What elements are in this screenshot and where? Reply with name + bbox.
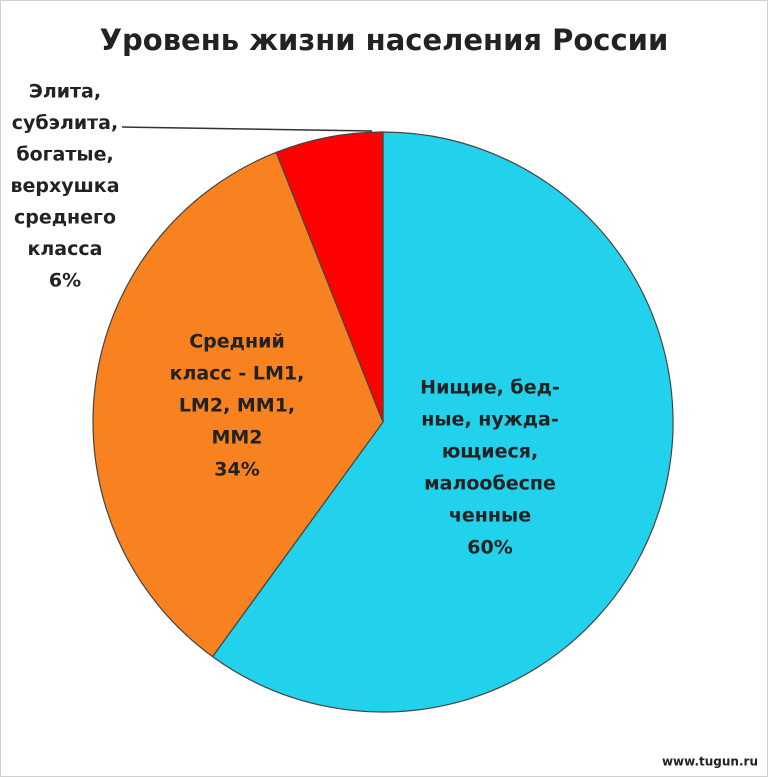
slice-label: Средний (189, 331, 285, 353)
chart-title: Уровень жизни населения России (100, 23, 669, 57)
slice-label: класс - LM1, (170, 363, 305, 385)
value-label: 60% (467, 537, 512, 559)
slice-label: Нищие, бед- (420, 377, 560, 399)
slice-label: Элита, (29, 81, 101, 103)
slice-label: ченные (449, 505, 531, 527)
slice-label: малообеспе (424, 473, 556, 495)
pie-slice (92, 151, 384, 658)
slice-label: ные, нужда- (421, 409, 559, 431)
slice-label: богатые, (16, 144, 113, 166)
slice-label: ющиеся, (442, 441, 538, 463)
slice-label: класса (28, 238, 103, 260)
slice-label: среднего (14, 207, 116, 229)
slice-label: субэлита, (12, 112, 118, 134)
slice-label: LM2, MM1, (179, 395, 295, 417)
value-label: 34% (214, 459, 259, 481)
leader-line (121, 126, 373, 132)
value-label: 6% (49, 270, 81, 292)
watermark: www.tugun.ru (662, 755, 758, 769)
slice-label: верхушка (10, 175, 119, 197)
pie-slice (275, 131, 384, 423)
slice-label: MM2 (211, 427, 262, 449)
pie-slice (211, 131, 674, 713)
